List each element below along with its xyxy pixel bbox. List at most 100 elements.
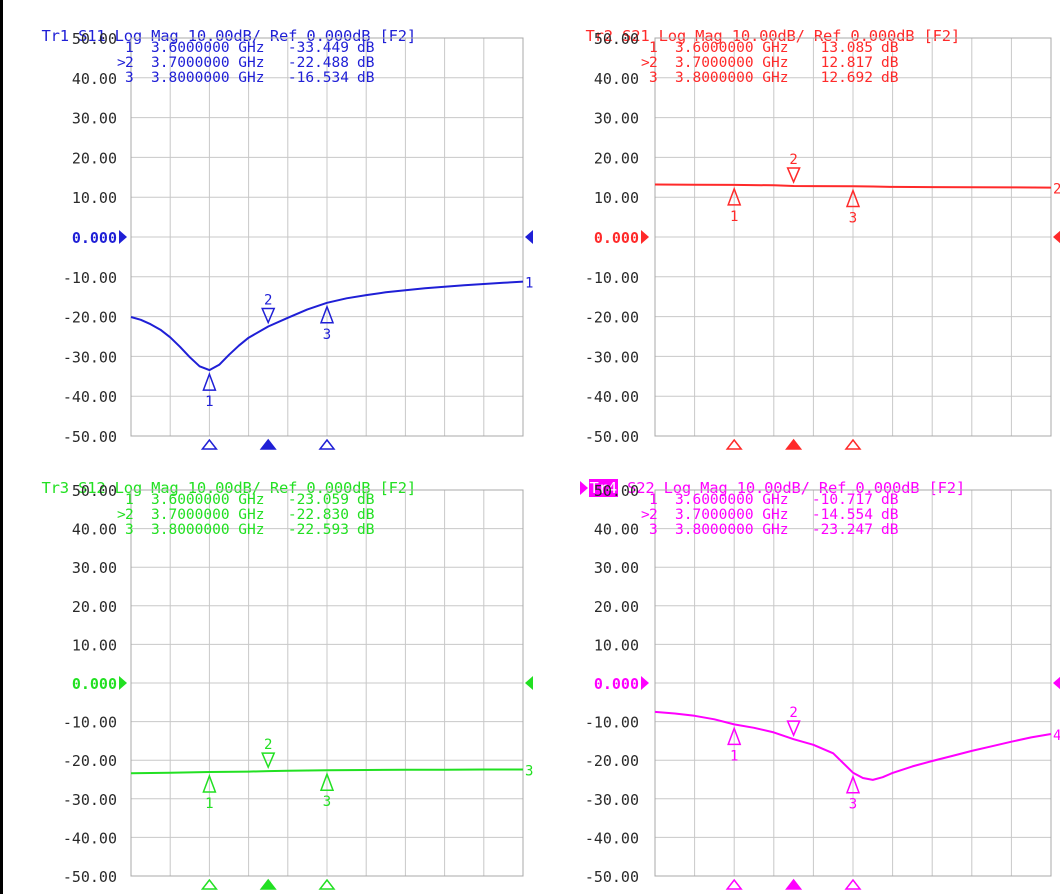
trace-1-marker-1-value: -33.449: [288, 40, 349, 56]
trace-4-y-tick-label: -20.00: [585, 752, 639, 770]
trace-2-marker-1-id: 1: [649, 40, 658, 56]
trace-4-marker-3-unit: dB: [881, 522, 899, 538]
trace-1-stimulus-marker-3[interactable]: [318, 438, 336, 450]
trace-4-header[interactable]: Tr4 S22 Log Mag 10.00dB/ Ref 0.000dB [F2…: [543, 452, 965, 497]
trace-2-y-tick-label: -50.00: [585, 428, 639, 446]
trace-4-marker-1-freq: 3.6000000 GHz: [675, 492, 789, 508]
trace-2-stimulus-marker-1[interactable]: [725, 438, 743, 450]
trace-2-y-tick-label: -10.00: [585, 269, 639, 287]
trace-1-marker-1-id: 1: [125, 40, 134, 56]
trace-1-ref-left-icon[interactable]: [119, 230, 127, 244]
trace-4-y-tick-label: -50.00: [585, 868, 639, 886]
trace-1-marker-3-label: 3: [323, 327, 331, 343]
trace-1-marker-1-unit: dB: [357, 40, 375, 56]
trace-3-ref-left-icon[interactable]: [119, 676, 127, 690]
trace-3-end-label: 3: [525, 763, 533, 779]
trace-3-y-tick-label: -50.00: [63, 868, 117, 886]
trace-3-ref: Ref 0.000dB: [269, 479, 371, 497]
trace-3-marker-2-glyph[interactable]: [261, 752, 276, 770]
trace-4-marker-3-id: 3: [649, 522, 658, 538]
trace-3-marker-2-freq: 3.7000000 GHz: [151, 507, 265, 523]
trace-4-marker-3-glyph[interactable]: [845, 774, 861, 794]
trace-2-header[interactable]: Tr2 S21 Log Mag 10.00dB/ Ref 0.000dB [F2…: [549, 0, 961, 45]
trace-4-marker-1-value: -10.717: [812, 492, 873, 508]
trace-4-plot[interactable]: 50.00 40.00 30.00 20.00 10.00 0.000 -10.00 -20.…: [547, 476, 1060, 894]
trace-2-plot[interactable]: 50.00 40.00 30.00 20.00 10.00 0.000 -10.00 -20.…: [547, 24, 1060, 452]
trace-1-marker-1-glyph[interactable]: [202, 371, 217, 391]
trace-2-y-tick-label: 10.00: [594, 189, 639, 207]
trace-3-stimulus-marker-2[interactable]: [259, 878, 277, 890]
trace-2-marker-1-glyph[interactable]: [727, 186, 742, 206]
trace-3-marker-readout-1: 1 3.6000000 GHz -23.059 dB: [125, 492, 375, 508]
trace-2-ref-left-icon[interactable]: [641, 230, 649, 244]
trace-2-marker-3-glyph[interactable]: [845, 188, 861, 208]
trace-4-marker-1-label: 1: [730, 748, 738, 764]
trace-2-marker-readout-2: >2 3.7000000 GHz 12.817 dB: [641, 55, 899, 71]
trace-3-stimulus-marker-1[interactable]: [200, 878, 218, 890]
trace-2-grid: [654, 37, 1052, 437]
trace-4-y-tick-label: 20.00: [594, 598, 639, 616]
trace-1-ref-right-icon[interactable]: [525, 230, 533, 244]
trace-4-y-tick-label: -30.00: [585, 791, 639, 809]
trace-2-marker-2-label: 2: [789, 152, 797, 168]
trace-1-marker-1-freq: 3.6000000 GHz: [151, 40, 265, 56]
trace-2-marker-2-glyph[interactable]: [786, 167, 801, 184]
trace-4-marker-2-unit: dB: [881, 507, 899, 523]
trace-2-ref-right-icon[interactable]: [1053, 230, 1060, 244]
trace-1-plot[interactable]: 50.00 40.00 30.00 20.00 10.00 0.000 -10.00 -20.…: [3, 24, 547, 452]
trace-4-stimulus-marker-2[interactable]: [785, 878, 803, 890]
trace-2-y-tick-label: 20.00: [594, 149, 639, 167]
trace-1-id: Tr1: [41, 27, 70, 45]
trace-3-marker-2-unit: dB: [357, 507, 375, 523]
trace-2-y-tick-label: 0.000: [594, 229, 639, 247]
trace-1-marker-readout-1: 1 3.6000000 GHz -33.449 dB: [125, 40, 375, 56]
trace-3-marker-3-value: -22.593: [288, 522, 349, 538]
trace-4-ref-right-icon[interactable]: [1053, 676, 1060, 690]
trace-4-marker-readout-3: 3 3.8000000 GHz -23.247 dB: [649, 522, 899, 538]
trace-3-plot[interactable]: 50.00 40.00 30.00 20.00 10.00 0.000 -10.00 -20.…: [3, 476, 547, 894]
trace-4-y-tick-label: 50.00: [594, 482, 639, 500]
trace-1-marker-2-indicator: >: [117, 55, 126, 71]
trace-2-stimulus-marker-2[interactable]: [785, 438, 803, 450]
trace-2-param: S21: [622, 27, 650, 45]
trace-3-stimulus-marker-3[interactable]: [318, 878, 336, 890]
trace-1-marker-2-glyph[interactable]: [261, 307, 276, 325]
trace-4-marker-2-label: 2: [789, 705, 797, 721]
trace-4-ref-left-icon[interactable]: [641, 676, 649, 690]
trace-1-header[interactable]: Tr1 S11 Log Mag 10.00dB/ Ref 0.000dB [F2…: [5, 0, 417, 45]
trace-2-stimulus-marker-3[interactable]: [844, 438, 862, 450]
trace-3-marker-1-glyph[interactable]: [202, 773, 217, 793]
trace-4-plot-frame: [654, 489, 1052, 877]
trace-1-marker-3-glyph[interactable]: [319, 304, 335, 324]
trace-4-format: Log Mag: [663, 479, 728, 497]
trace-1-marker-2-freq: 3.7000000 GHz: [151, 55, 265, 71]
trace-3-marker-3-id: 3: [125, 522, 134, 538]
trace-3-marker-2-id: 2: [125, 507, 134, 523]
trace-1-stimulus-marker-1[interactable]: [200, 438, 218, 450]
trace-3-y-tick-label: 0.000: [72, 675, 117, 693]
trace-2-y-tick-label: 40.00: [594, 70, 639, 88]
trace-2-marker-3-unit: dB: [881, 70, 899, 86]
trace-4-grid: [654, 489, 1052, 877]
trace-4-stimulus-marker-3[interactable]: [844, 878, 862, 890]
trace-2-ref: Ref 0.000dB: [813, 27, 915, 45]
trace-4-marker-3-label: 3: [849, 797, 857, 813]
trace-3-header[interactable]: Tr3 S12 Log Mag 10.00dB/ Ref 0.000dB [F2…: [5, 452, 417, 497]
trace-4-marker-3-freq: 3.8000000 GHz: [675, 522, 789, 538]
trace-4-stimulus-marker-1[interactable]: [725, 878, 743, 890]
trace-4-marker-2-glyph[interactable]: [786, 720, 801, 738]
trace-1-param: S11: [78, 27, 106, 45]
trace-1-marker-2-value: -22.488: [288, 55, 349, 71]
trace-3-ref-right-icon[interactable]: [525, 676, 533, 690]
trace-3-grid: [130, 489, 524, 877]
trace-1-line: [130, 280, 524, 372]
trace-1-y-tick-label: -10.00: [63, 269, 117, 287]
trace-2-marker-1-unit: dB: [881, 40, 899, 56]
trace-4-marker-1-glyph[interactable]: [727, 726, 742, 746]
trace-3-marker-3-label: 3: [323, 794, 331, 810]
trace-3-marker-3-glyph[interactable]: [319, 772, 335, 791]
trace-1-y-tick-label: 10.00: [72, 189, 117, 207]
trace-1-stimulus-marker-2[interactable]: [259, 438, 277, 450]
trace-3-marker-readout-3: 3 3.8000000 GHz -22.593 dB: [125, 522, 375, 538]
trace-3-channel: [F2]: [379, 479, 417, 497]
